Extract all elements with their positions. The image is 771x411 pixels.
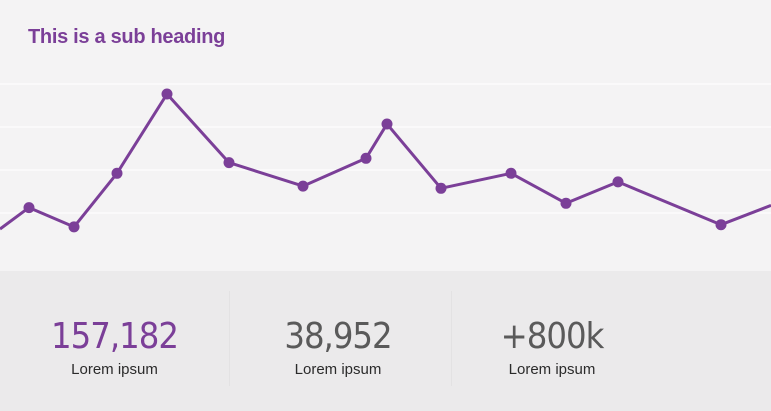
stat-1: 157,182 Lorem ipsum bbox=[0, 271, 229, 411]
stat-3-label: Lorem ipsum bbox=[452, 361, 652, 378]
chart-points bbox=[24, 89, 727, 233]
data-point[interactable] bbox=[298, 181, 309, 192]
data-point[interactable] bbox=[436, 183, 447, 194]
data-point[interactable] bbox=[24, 202, 35, 213]
data-point[interactable] bbox=[224, 157, 235, 168]
data-point[interactable] bbox=[69, 221, 80, 232]
chart-panel: This is a sub heading bbox=[0, 0, 771, 271]
chart-grid bbox=[0, 84, 771, 213]
data-point[interactable] bbox=[112, 168, 123, 179]
data-point[interactable] bbox=[361, 153, 372, 164]
stat-2: 38,952 Lorem ipsum bbox=[230, 271, 446, 411]
stat-3: +800k Lorem ipsum bbox=[452, 271, 652, 411]
series-line bbox=[0, 94, 771, 229]
stat-1-value: 157,182 bbox=[0, 317, 229, 357]
stat-2-value: 38,952 bbox=[230, 317, 446, 357]
stat-2-label: Lorem ipsum bbox=[230, 361, 446, 378]
stats-panel: 157,182 Lorem ipsum 38,952 Lorem ipsum +… bbox=[0, 271, 771, 411]
sub-heading: This is a sub heading bbox=[28, 26, 225, 49]
data-point[interactable] bbox=[613, 176, 624, 187]
data-point[interactable] bbox=[382, 119, 393, 130]
data-point[interactable] bbox=[162, 89, 173, 100]
data-point[interactable] bbox=[716, 219, 727, 230]
data-point[interactable] bbox=[561, 198, 572, 209]
stat-3-value: +800k bbox=[452, 317, 652, 357]
stat-1-label: Lorem ipsum bbox=[0, 361, 229, 378]
data-point[interactable] bbox=[506, 168, 517, 179]
